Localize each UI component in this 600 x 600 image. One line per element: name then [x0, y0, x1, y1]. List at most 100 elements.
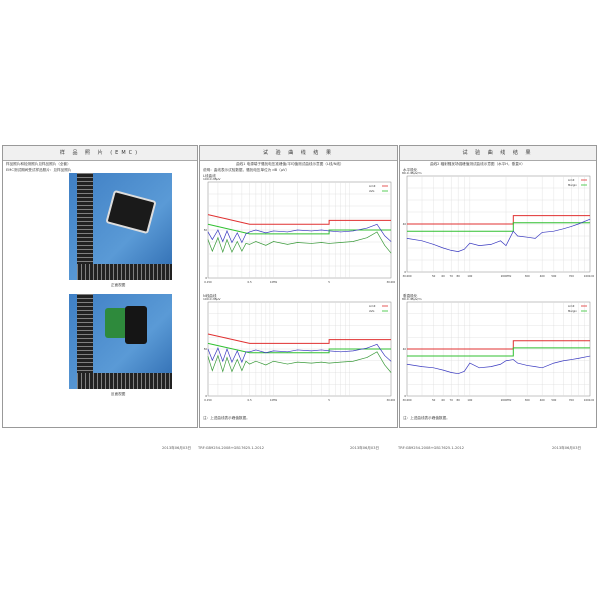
legend-label: Limit: [568, 304, 574, 308]
x-tick-label: 0.5: [248, 280, 252, 284]
data-point: [505, 360, 507, 361]
data-point: [490, 244, 492, 245]
ruler: [77, 173, 93, 266]
x-tick-label: 5: [328, 280, 330, 284]
photo-caption: 反面视图: [111, 392, 126, 396]
x-tick-label: 5: [328, 398, 330, 402]
data-point: [273, 360, 274, 362]
data-point: [340, 231, 341, 233]
data-point: [231, 361, 233, 363]
y-tick-label: 0: [404, 270, 406, 274]
data-point: [505, 245, 507, 246]
x-tick-label: 400: [540, 274, 545, 278]
data-point: [231, 242, 233, 243]
y-axis-unit: 80.0 dBμV/m: [402, 297, 422, 301]
trace-peak: [207, 223, 392, 244]
radiated-horizontal-chart: 80.0 dBμV/m30.000 50 60 70 80 100 200MHz 300 400…: [402, 171, 594, 278]
data-point: [321, 349, 322, 351]
data-point: [479, 245, 480, 246]
data-point: [287, 231, 288, 233]
data-point: [352, 241, 354, 242]
x-tick-label: 30.000: [402, 398, 411, 402]
x-tick-label: 0.150: [204, 280, 212, 284]
y-tick-label: 50: [204, 347, 208, 351]
x-tick-label: 80: [457, 398, 461, 402]
data-point: [469, 242, 471, 244]
data-point: [217, 355, 219, 356]
x-tick-label: 30.000: [386, 398, 395, 402]
data-point: [469, 362, 471, 364]
data-point: [311, 230, 312, 232]
data-point: [265, 232, 267, 234]
data-point: [222, 371, 224, 372]
data-point: [207, 356, 209, 357]
data-point: [464, 371, 465, 372]
data-point: [255, 241, 257, 242]
data-point: [241, 361, 243, 363]
y-tick-label: 0: [404, 394, 406, 398]
data-point: [563, 360, 564, 361]
data-point: [217, 237, 219, 238]
photo-note-1: 样品照片和检测照片见样品照片（全套）: [6, 162, 71, 166]
data-point: [490, 366, 492, 367]
data-point: [328, 350, 330, 352]
data-point: [222, 241, 224, 242]
trace-peak: [207, 343, 392, 364]
data-point: [534, 366, 536, 367]
data-point: [265, 364, 267, 366]
data-point: [526, 365, 528, 366]
x-tick-label: 200MHz: [501, 274, 512, 278]
data-point: [457, 251, 459, 252]
data-point: [255, 349, 257, 351]
x-tick-label: 60: [442, 274, 446, 278]
data-point: [541, 232, 543, 233]
data-point: [589, 218, 591, 220]
ruler: [77, 373, 172, 389]
data-point: [226, 357, 228, 358]
sample-photo-front: [69, 173, 172, 280]
legend-label: Margin: [568, 183, 577, 187]
data-point: [352, 230, 354, 232]
data-point: [226, 230, 228, 232]
x-tick-label: 700: [569, 274, 574, 278]
data-point: [563, 228, 564, 230]
chart-title: L线曲线: [203, 174, 216, 178]
x-tick-label: 80: [457, 274, 461, 278]
x-tick-label: 500: [551, 274, 556, 278]
data-point: [237, 241, 238, 242]
data-point: [384, 364, 385, 366]
limit-line-limit: [407, 215, 590, 225]
footer-date: 2013年06月03日: [350, 446, 380, 450]
data-point: [352, 350, 354, 352]
data-point: [541, 367, 543, 369]
data-point: [384, 245, 385, 246]
x-tick-label: 70: [450, 274, 454, 278]
x-tick-label: 100: [467, 398, 472, 402]
data-point: [464, 248, 465, 250]
data-point: [352, 360, 354, 362]
x-tick-label: 300: [525, 274, 530, 278]
trace-avg: [207, 351, 392, 373]
data-point: [366, 237, 368, 238]
data-point: [589, 355, 591, 357]
x-tick-label: 500: [551, 398, 556, 402]
x-tick-label: 30.000: [386, 280, 395, 284]
data-point: [553, 230, 555, 232]
data-point: [273, 241, 274, 242]
limit-line-avg: [207, 342, 391, 354]
x-tick-label: 1MHz: [270, 398, 278, 402]
legend-label: Limit: [369, 184, 375, 188]
data-point: [328, 243, 330, 244]
data-point: [450, 250, 452, 251]
device-module: [105, 189, 157, 235]
legend-label: Limit: [369, 304, 375, 308]
data-point: [366, 357, 368, 358]
y-tick-label: 50: [204, 228, 208, 232]
data-point: [321, 229, 322, 231]
radiated-vertical-chart: 80.0 dBμV/m30.000 50 60 70 80 100 200MHz 300 400…: [402, 297, 594, 402]
data-point: [534, 238, 536, 239]
data-point: [390, 252, 392, 254]
data-point: [513, 230, 514, 232]
